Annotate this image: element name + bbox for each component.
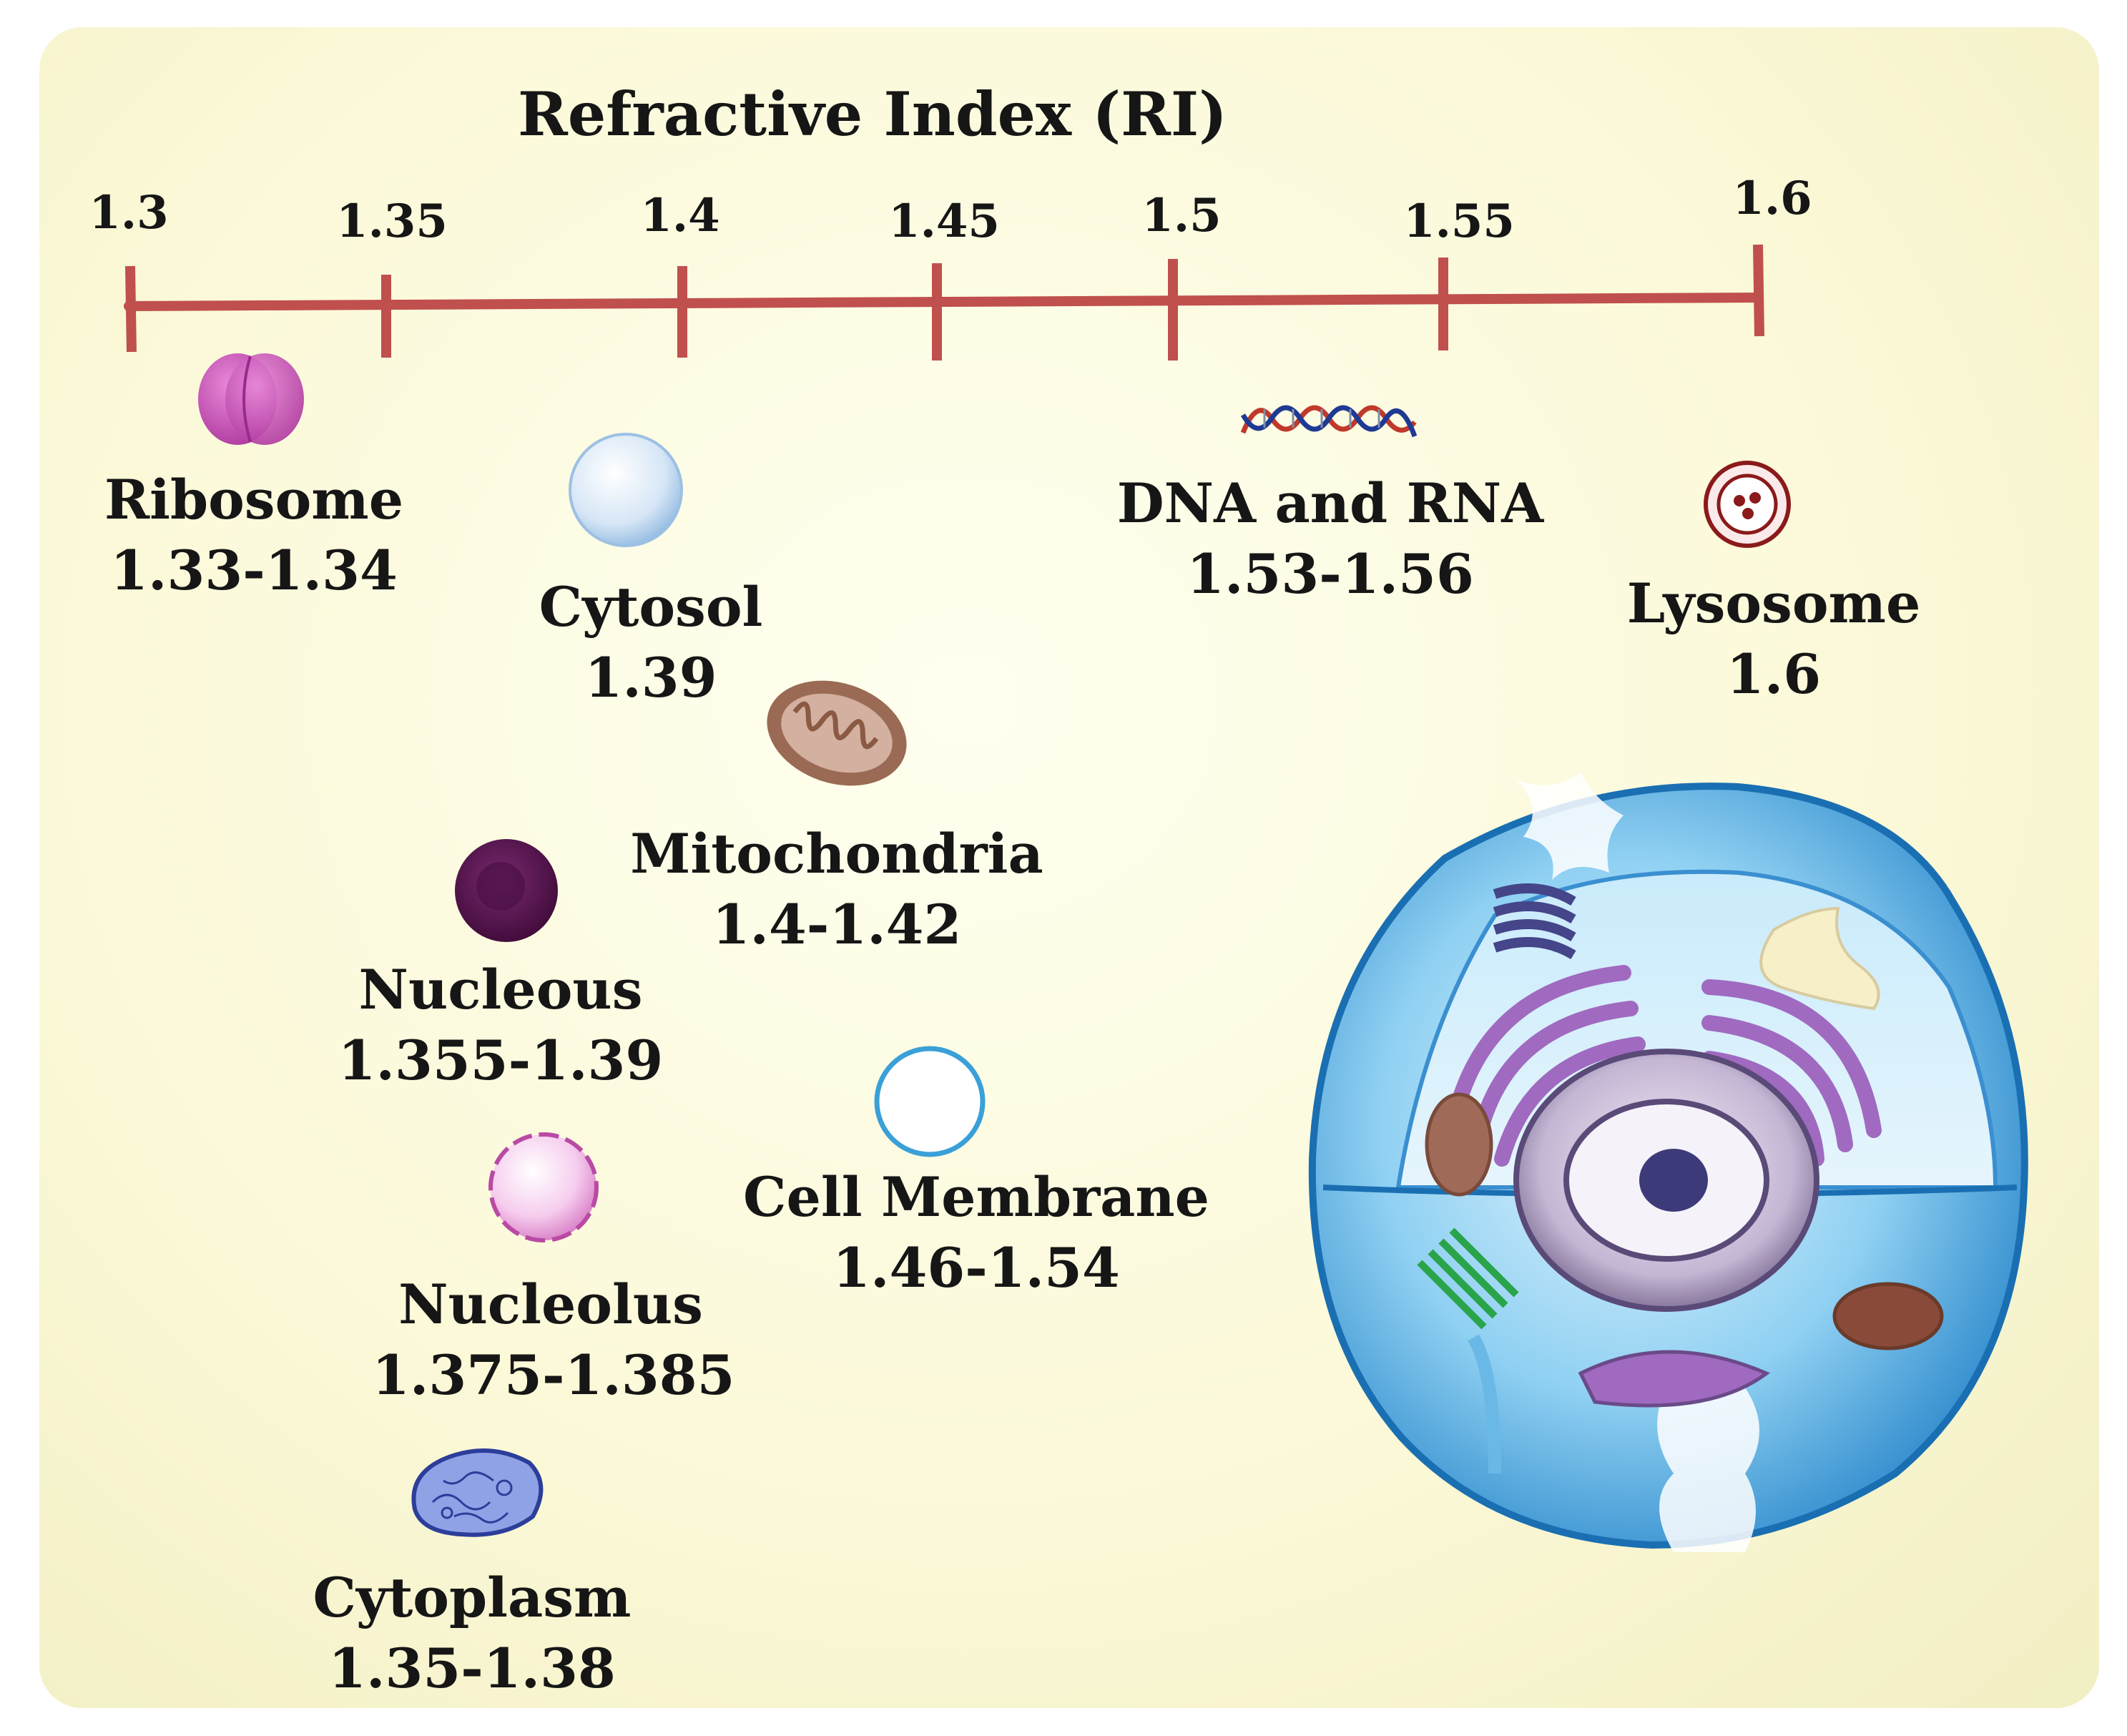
nucleus-icon <box>455 839 558 942</box>
ribosome-name: Ribosome <box>104 468 404 531</box>
label-cytosol: Cytosol 1.39 <box>493 572 808 714</box>
mitochondria-name: Mitochondria <box>630 822 1043 886</box>
label-nucleous: Nucleous 1.355-1.39 <box>336 955 665 1097</box>
lysosome-icon <box>1704 461 1791 548</box>
mitochondria-icon <box>767 680 907 786</box>
label-mitochondria: Mitochondria 1.4-1.42 <box>622 819 1051 961</box>
cytosol-name: Cytosol <box>539 575 763 639</box>
dna-rna-ri-value: 1.53-1.56 <box>1187 541 1474 606</box>
nucleolus-icon <box>488 1132 599 1242</box>
cell-membrane-ri-value: 1.46-1.54 <box>832 1235 1120 1300</box>
label-ribosome: Ribosome 1.33-1.34 <box>100 465 408 607</box>
nucleous-name: Nucleous <box>358 958 643 1021</box>
label-nucleolus: Nucleolus 1.375-1.385 <box>372 1270 735 1411</box>
cell-membrane-icon <box>874 1046 986 1157</box>
cytoplasm-icon <box>411 1448 544 1537</box>
cytosol-icon <box>569 433 683 547</box>
dna-rna-name: DNA and RNA <box>1116 471 1544 535</box>
cytoplasm-ri-value: 1.35-1.38 <box>328 1636 616 1700</box>
label-cytoplasm: Cytoplasm 1.35-1.38 <box>300 1563 644 1705</box>
tick-label-1-6: 1.6 <box>1732 172 1812 225</box>
label-lysosome: Lysosome 1.6 <box>1609 569 1938 710</box>
ribosome-ri-value: 1.33-1.34 <box>110 538 398 602</box>
ri-axis <box>124 244 1764 361</box>
axis-title: Refractive Index (RI) <box>518 79 1227 149</box>
axis-tick-1-6 <box>1753 244 1764 337</box>
tick-label-1-55: 1.55 <box>1403 195 1515 248</box>
tick-label-1-4: 1.4 <box>640 189 720 242</box>
ribosome-icon <box>198 353 304 445</box>
cell-membrane-name: Cell Membrane <box>743 1165 1209 1229</box>
tick-label-1-35: 1.35 <box>336 195 448 248</box>
lysosome-name: Lysosome <box>1626 572 1921 635</box>
label-dna-rna: DNA and RNA 1.53-1.56 <box>1087 469 1573 610</box>
nucleolus-ri-value: 1.375-1.385 <box>372 1343 735 1407</box>
dna-helix-icon <box>1240 405 1418 438</box>
tick-label-1-3: 1.3 <box>89 186 169 240</box>
cytoplasm-name: Cytoplasm <box>313 1566 632 1629</box>
nucleolus-name: Nucleolus <box>398 1272 703 1336</box>
tick-label-1-5: 1.5 <box>1141 189 1222 242</box>
animal-cell-illustration-icon <box>1308 773 2028 1552</box>
label-cell-membrane: Cell Membrane 1.46-1.54 <box>730 1162 1223 1304</box>
cytosol-ri-value: 1.39 <box>584 645 717 710</box>
axis-line <box>124 293 1763 311</box>
mitochondria-ri-value: 1.4-1.42 <box>712 892 962 956</box>
lysosome-ri-value: 1.6 <box>1726 642 1822 706</box>
axis-tick-1-3 <box>125 265 137 353</box>
nucleous-ri-value: 1.355-1.39 <box>338 1028 664 1092</box>
tick-label-1-45: 1.45 <box>888 195 1000 248</box>
